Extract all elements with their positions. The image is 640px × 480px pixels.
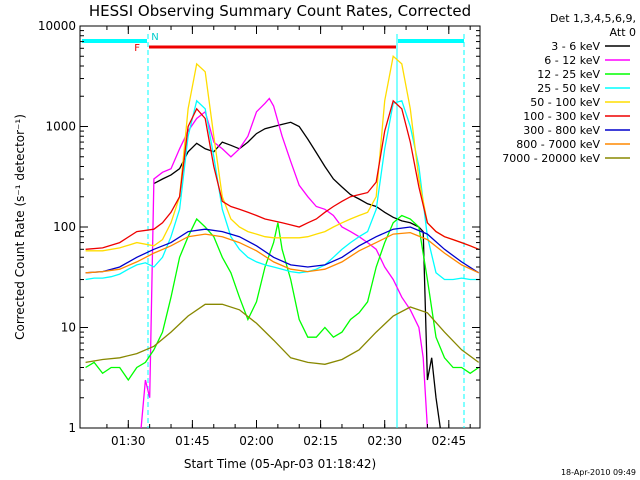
series-line-4 — [85, 55, 479, 252]
series-layer — [85, 55, 480, 429]
x-tick-label: 02:00 — [239, 434, 274, 448]
flag-f: F — [134, 43, 140, 54]
x-axis: 01:30 01:45 02:00 02:15 02:30 02:45 — [106, 26, 471, 448]
legend-label-4: 50 - 100 keV — [530, 96, 600, 109]
chart-title: HESSI Observing Summary Count Rates, Cor… — [89, 2, 471, 20]
legend-label-2: 12 - 25 keV — [537, 68, 600, 81]
y-tick-label: 100 — [53, 220, 76, 234]
x-axis-label: Start Time (05-Apr-03 01:18:42) — [184, 457, 376, 471]
series-line-7 — [85, 231, 479, 274]
y-tick-label: 10000 — [38, 19, 76, 33]
series-line-3 — [85, 99, 479, 281]
legend-label-1: 6 - 12 keV — [544, 54, 600, 67]
x-tick-label: 02:15 — [303, 434, 338, 448]
x-tick-label: 01:45 — [175, 434, 210, 448]
legend-label-8: 7000 - 20000 keV — [502, 152, 600, 165]
plot-area: F N — [79, 25, 481, 429]
plot-frame — [79, 25, 481, 429]
x-tick-label: 02:30 — [367, 434, 402, 448]
x-tick-label: 01:30 — [111, 434, 146, 448]
legend-label-6: 300 - 800 keV — [523, 124, 600, 137]
series-line-6 — [85, 226, 480, 274]
y-tick-label: 1 — [68, 421, 76, 435]
footer-date: 18-Apr-2010 09:49 — [561, 468, 636, 477]
series-line-0 — [153, 121, 441, 429]
series-line-2 — [85, 214, 480, 382]
series-line-5 — [85, 99, 479, 250]
series-line-1 — [140, 97, 429, 429]
legend-header-2: Att 0 — [610, 26, 636, 39]
legend-label-7: 800 - 7000 keV — [516, 138, 600, 151]
series-line-8 — [85, 303, 480, 365]
flag-n: N — [151, 32, 158, 43]
y-tick-label: 10 — [61, 321, 76, 335]
legend-label-3: 25 - 50 keV — [537, 82, 600, 95]
x-tick-label: 02:45 — [432, 434, 467, 448]
legend-label-5: 100 - 300 keV — [523, 110, 600, 123]
y-axis: 1 10 100 1000 10000 — [38, 19, 480, 435]
legend-header-1: Det 1,3,4,5,6,9, — [550, 12, 636, 25]
y-axis-label: Corrected Count Rate (s⁻¹ detector⁻¹) — [13, 114, 27, 340]
y-tick-label: 1000 — [45, 120, 76, 134]
legend-label-0: 3 - 6 keV — [551, 40, 600, 53]
